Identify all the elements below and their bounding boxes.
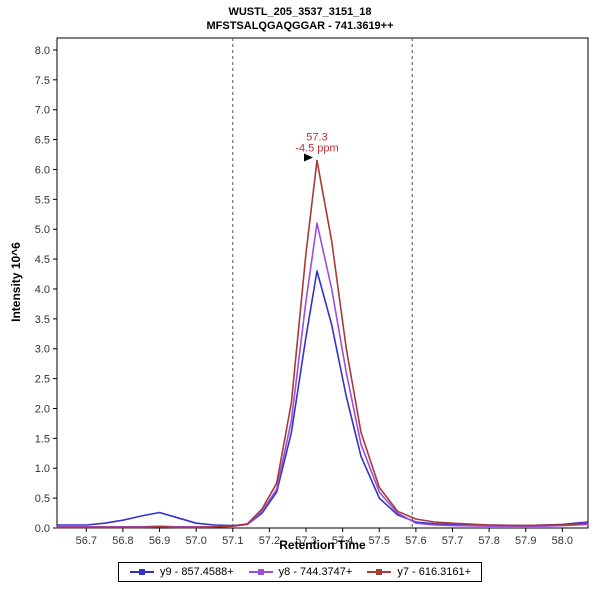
legend: y9 - 857.4588+ y8 - 744.3747+ y7 - 616.316… [0, 562, 600, 582]
x-tick-label: 57.5 [369, 535, 390, 547]
y-tick-label: 1.0 [35, 463, 50, 475]
legend-label: y9 - 857.4588+ [159, 566, 234, 578]
y-tick-label: 5.5 [35, 194, 50, 206]
x-tick-label: 57.8 [478, 535, 499, 547]
legend-item: y7 - 616.3161+ [366, 566, 471, 578]
x-tick-label: 58.0 [552, 535, 573, 547]
x-tick-label: 57.4 [332, 535, 353, 547]
x-tick-label: 57.2 [259, 535, 280, 547]
legend-box: y9 - 857.4588+ y8 - 744.3747+ y7 - 616.316… [117, 562, 483, 582]
series-trace [56, 159, 589, 529]
legend-line-swatch [129, 569, 154, 575]
legend-line-swatch [367, 569, 392, 575]
y-tick-label: 8.0 [35, 45, 50, 57]
y-tick-label: 7.5 [35, 75, 50, 87]
chart-title-line2: MFSTSALQGAQGGAR - 741.3619++ [206, 20, 394, 32]
x-tick-label: 56.8 [112, 535, 133, 547]
y-tick-label: 6.5 [35, 135, 50, 147]
x-tick-label: 57.1 [222, 535, 243, 547]
y-tick-label: 1.5 [35, 433, 50, 445]
y-axis-label: Intensity 10^6 [9, 242, 23, 322]
y-tick-label: 2.0 [35, 403, 50, 415]
x-tick-label: 57.7 [442, 535, 463, 547]
plot-frame [56, 37, 589, 529]
y-tick-label: 3.5 [35, 314, 50, 326]
y-tick-label: 0.5 [35, 493, 50, 505]
peak-rt-annotation: 57.3 [306, 132, 327, 144]
y-tick-label: 5.0 [35, 224, 50, 236]
chart-title-line1: WUSTL_205_3537_3151_18 [228, 6, 372, 18]
peak-ppm-annotation: -4.5 ppm [295, 143, 338, 155]
y-tick-label: 2.5 [35, 374, 50, 386]
x-tick-label: 57.3 [295, 535, 316, 547]
x-tick-label: 57.0 [185, 535, 206, 547]
x-tick-label: 56.9 [149, 535, 170, 547]
peak-apex-arrow-icon [304, 153, 314, 162]
legend-item: y8 - 744.3747+ [248, 566, 353, 578]
legend-label: y7 - 616.3161+ [397, 566, 472, 578]
legend-label: y8 - 744.3747+ [278, 566, 353, 578]
chart-title: WUSTL_205_3537_3151_18 MFSTSALQGAQGGAR -… [0, 5, 600, 33]
x-tick-label: 57.6 [405, 535, 426, 547]
y-tick-label: 7.0 [35, 105, 50, 117]
y-tick-label: 4.5 [35, 254, 50, 266]
x-tick-label: 57.9 [515, 535, 536, 547]
y-tick-label: 3.0 [35, 344, 50, 356]
y-tick-label: 4.0 [35, 284, 50, 296]
y-tick-label: 6.0 [35, 164, 50, 176]
x-axis-label: Retention Time [279, 538, 366, 552]
x-tick-label: 56.7 [76, 535, 97, 547]
legend-line-swatch [248, 569, 273, 575]
legend-item: y9 - 857.4588+ [129, 566, 234, 578]
y-tick-label: 0.0 [35, 523, 50, 535]
